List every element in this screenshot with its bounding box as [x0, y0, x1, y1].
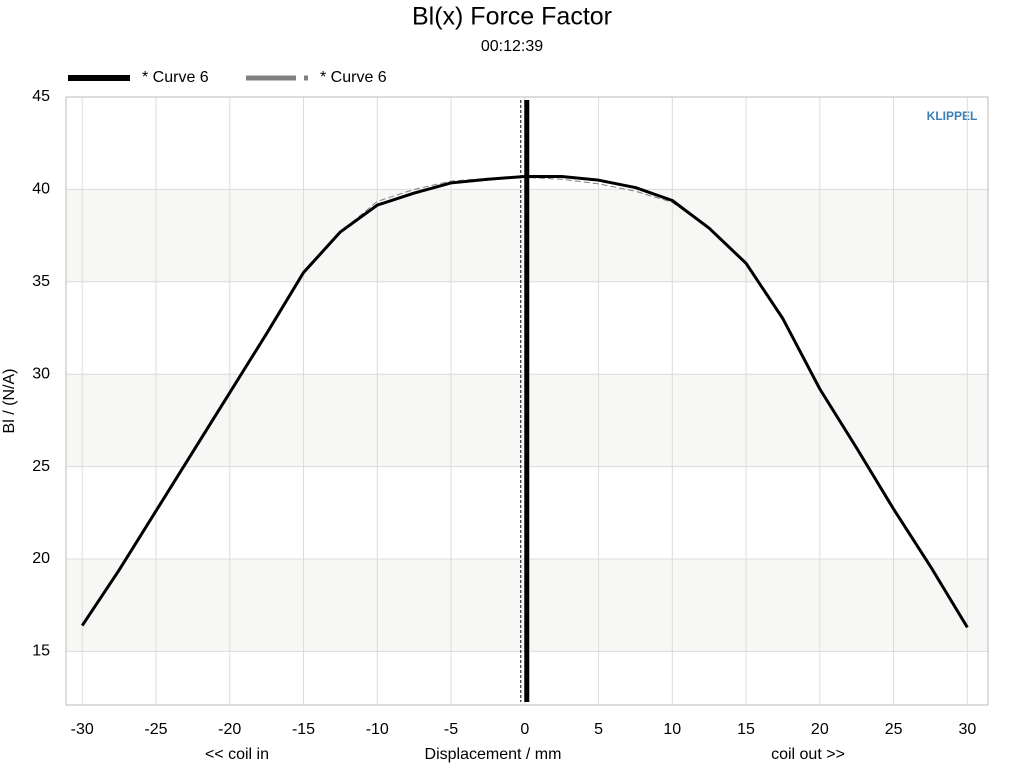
x-tick-label: -20 — [218, 721, 241, 738]
y-tick-label: 20 — [32, 550, 50, 567]
plot-frame — [65, 96, 989, 706]
x-tick-label: 25 — [885, 721, 903, 738]
x-tick-label: -5 — [444, 721, 458, 738]
x-tick-label: 20 — [811, 721, 829, 738]
y-axis-label: Bl / (N/A) — [1, 369, 18, 434]
legend-label: * Curve 6 — [142, 69, 209, 86]
x-note: << coil in — [205, 746, 269, 763]
x-tick-label: -30 — [71, 721, 94, 738]
x-tick-label: -15 — [292, 721, 315, 738]
chart-title: Bl(x) Force Factor — [412, 3, 612, 31]
y-tick-label: 35 — [32, 273, 50, 290]
y-tick-label: 30 — [32, 365, 50, 382]
logo: KLIPPEL — [927, 109, 978, 123]
x-tick-label: 15 — [737, 721, 755, 738]
y-tick-label: 40 — [32, 181, 50, 198]
x-tick-label: 30 — [958, 721, 976, 738]
x-tick-label: -25 — [144, 721, 167, 738]
line — [80, 174, 969, 629]
y-tick-label: 45 — [32, 88, 50, 105]
x-tick-label: -10 — [366, 721, 389, 738]
y-tick-label: 25 — [32, 458, 50, 475]
x-axis-label: Displacement / mm — [425, 746, 562, 763]
x-tick-label: 5 — [594, 721, 603, 738]
x-note: coil out >> — [771, 746, 845, 763]
legend-label: * Curve 6 — [320, 69, 387, 86]
chart-subtitle: 00:12:39 — [481, 38, 543, 55]
y-tick-label: 15 — [32, 643, 50, 660]
x-tick-label: 0 — [520, 721, 529, 738]
x-tick-label: 10 — [663, 721, 681, 738]
